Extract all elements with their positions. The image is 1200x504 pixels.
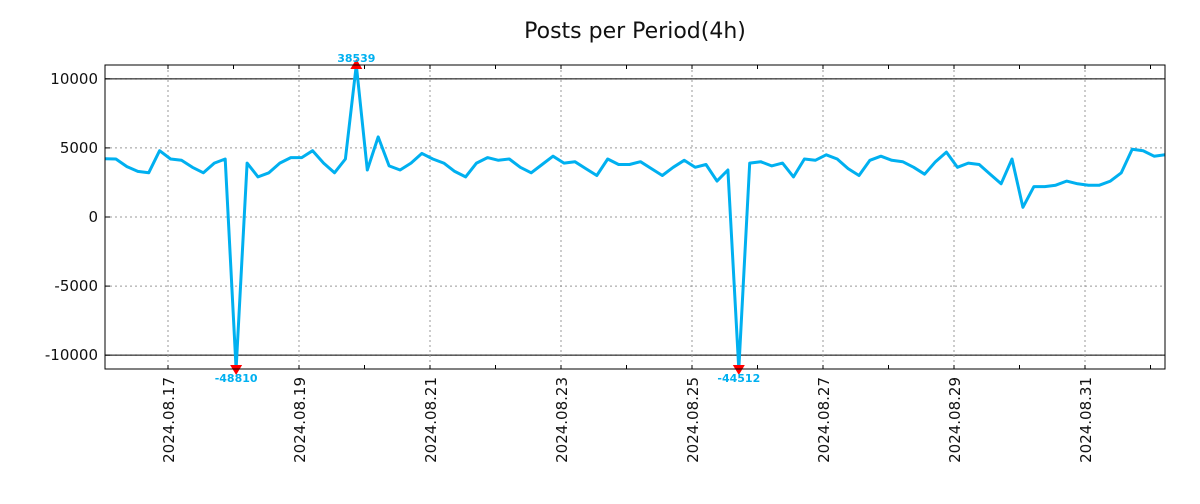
series-line-posts xyxy=(104,63,1166,371)
plot-frame xyxy=(104,64,1166,370)
chart-title: Posts per Period(4h) xyxy=(524,19,746,44)
x-tick-label: 2024.08.25 xyxy=(684,377,702,463)
annotation-label: -48810 xyxy=(215,372,258,385)
annotation-label: -44512 xyxy=(717,372,760,385)
x-tick-label: 2024.08.27 xyxy=(815,377,833,463)
x-tick-label: 2024.08.29 xyxy=(946,377,964,463)
y-tick-label: -10000 xyxy=(45,346,98,364)
clip-marker xyxy=(350,59,363,69)
y-tick-label: 0 xyxy=(88,208,98,226)
x-tick-label: 2024.08.17 xyxy=(160,377,178,463)
clip-marker xyxy=(230,365,243,375)
y-tick-label: 5000 xyxy=(60,139,98,157)
annotation-label: 38539 xyxy=(337,52,375,65)
clip-marker xyxy=(732,365,745,375)
x-tick-label: 2024.08.19 xyxy=(291,377,309,463)
x-tick-label: 2024.08.23 xyxy=(553,377,571,463)
y-tick-label: 10000 xyxy=(50,70,98,88)
y-tick-label: -5000 xyxy=(54,277,98,295)
x-tick-label: 2024.08.31 xyxy=(1077,377,1095,463)
x-tick-label: 2024.08.21 xyxy=(422,377,440,463)
